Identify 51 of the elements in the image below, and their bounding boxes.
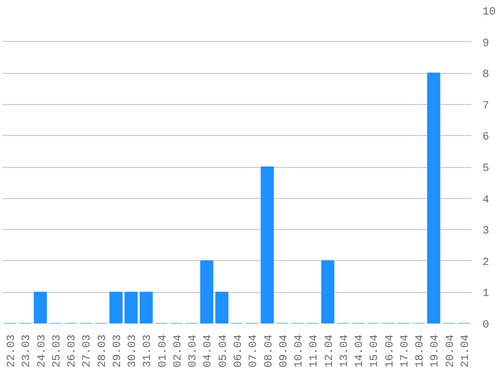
x-tick-label: 12.04 — [324, 334, 336, 368]
y-tick-label: 5 — [482, 163, 490, 175]
bar — [260, 166, 274, 324]
x-tick-label: 04.04 — [202, 334, 215, 368]
x-tick-label: 16.04 — [384, 334, 396, 368]
bar — [215, 292, 228, 324]
x-tick-label: 21.04 — [460, 334, 472, 368]
y-tick-label: 0 — [482, 320, 490, 332]
x-tick-label: 14.04 — [354, 334, 366, 368]
x-tick-label: 17.04 — [399, 334, 412, 368]
x-tick-label: 03.04 — [188, 334, 200, 368]
bar — [200, 260, 214, 324]
bar — [34, 292, 47, 324]
x-tick-label: 31.03 — [142, 334, 154, 368]
x-tick-label: 08.04 — [263, 334, 276, 368]
x-tick-label: 29.03 — [112, 334, 124, 368]
x-tick-label: 26.03 — [66, 334, 79, 368]
y-tick-label: 7 — [482, 100, 490, 112]
x-tick-label: 05.04 — [218, 334, 230, 368]
bar — [109, 292, 123, 324]
y-tick-label: 3 — [482, 226, 490, 238]
x-tick-label: 02.04 — [172, 334, 184, 368]
x-tick-label: 20.04 — [444, 334, 457, 368]
y-tick-label: 10 — [482, 6, 496, 18]
x-tick-label: 25.03 — [51, 334, 64, 368]
x-tick-label: 09.04 — [278, 334, 290, 368]
x-tick-label: 10.04 — [294, 334, 306, 368]
x-tick-label: 23.03 — [21, 334, 34, 368]
x-tick-label: 22.03 — [6, 334, 18, 368]
x-tick-label: 06.04 — [233, 334, 245, 368]
x-tick-label: 28.03 — [96, 334, 109, 368]
y-tick-label: 9 — [482, 38, 490, 50]
bar — [140, 292, 153, 324]
y-tick-label: 2 — [482, 256, 490, 269]
x-tick-label: 27.03 — [82, 334, 94, 368]
x-tick-label: 07.04 — [248, 334, 260, 368]
x-tick-label: 11.04 — [308, 334, 321, 368]
bar — [124, 292, 138, 324]
bar — [321, 260, 334, 324]
x-tick-label: 19.04 — [430, 334, 442, 368]
x-tick-label: 24.03 — [36, 334, 48, 368]
bar — [427, 72, 440, 324]
x-tick-label: 01.04 — [157, 334, 170, 368]
x-tick-label: 18.04 — [414, 334, 427, 368]
y-tick-label: 8 — [482, 69, 490, 82]
x-tick-label: 30.03 — [127, 334, 140, 368]
y-tick-label: 1 — [482, 288, 490, 300]
y-tick-label: 4 — [482, 194, 490, 206]
y-tick-label: 6 — [482, 132, 490, 144]
x-tick-label: 13.04 — [338, 334, 351, 368]
x-tick-label: 15.04 — [369, 334, 382, 368]
